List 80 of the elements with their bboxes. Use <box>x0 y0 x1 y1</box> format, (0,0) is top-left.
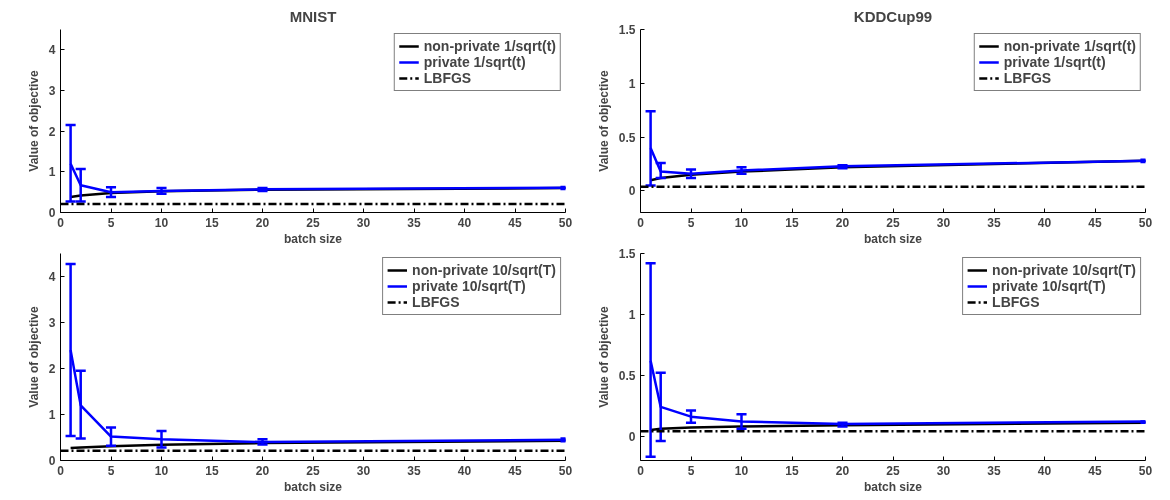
y-tick-label: 1 <box>48 408 56 422</box>
y-tick-label: 3 <box>48 84 56 98</box>
y-tick-label: 1 <box>628 307 636 322</box>
x-tick-label: 45 <box>1088 463 1102 478</box>
legend-label: LBFGS <box>992 294 1040 310</box>
y-tick-label: 0 <box>628 184 636 199</box>
y-tick-label: 0.5 <box>618 368 636 383</box>
x-tick-label: 50 <box>558 463 573 478</box>
legend-label: private 10/sqrt(T) <box>412 278 526 294</box>
y-tick-label: 2 <box>48 124 56 139</box>
x-tick-label: 35 <box>407 215 421 230</box>
chart-title: KDDCup99 <box>853 7 933 25</box>
x-tick-label: 40 <box>457 463 472 478</box>
x-tick-label: 10 <box>154 215 169 230</box>
x-tick-label: 30 <box>356 215 371 230</box>
y-tick-label: 1 <box>628 76 636 91</box>
y-tick-label: 1.5 <box>618 247 636 261</box>
x-tick-label: 20 <box>255 215 270 230</box>
y-tick-label: 1 <box>48 165 56 180</box>
y-axis-title: Value of objective <box>26 305 41 408</box>
x-axis-title: batch size <box>863 231 923 246</box>
y-tick-label: 3 <box>48 316 56 330</box>
x-tick-label: 15 <box>785 215 799 230</box>
y-tick-label: 4 <box>48 43 56 58</box>
y-axis-title: Value of objective <box>26 69 41 172</box>
x-axis-title: batch size <box>283 231 343 246</box>
legend-label: LBFGS <box>1003 70 1052 86</box>
x-tick-label: 15 <box>205 463 219 478</box>
legend-label: non-private 10/sqrt(T) <box>412 262 556 278</box>
x-tick-label: 30 <box>936 215 951 230</box>
x-axis-title: batch size <box>283 479 343 494</box>
x-tick-label: 40 <box>1037 215 1052 230</box>
x-tick-label: 40 <box>1037 463 1052 478</box>
y-tick-label: 0 <box>48 454 56 468</box>
x-tick-label: 10 <box>154 463 169 478</box>
legend-label: private 10/sqrt(T) <box>992 278 1106 294</box>
x-tick-label: 35 <box>987 463 1001 478</box>
x-tick-label: 45 <box>1088 215 1102 230</box>
y-tick-label: 0.5 <box>618 130 636 145</box>
y-axis-title: Value of objective <box>596 69 611 172</box>
y-tick-label: 0 <box>48 206 56 220</box>
x-tick-label: 25 <box>306 463 320 478</box>
x-tick-label: 15 <box>785 463 799 478</box>
legend-label: non-private 10/sqrt(T) <box>992 262 1136 278</box>
legend-label: private 1/sqrt(t) <box>1003 54 1106 70</box>
x-tick-label: 40 <box>457 215 472 230</box>
x-tick-label: 10 <box>734 463 749 478</box>
y-tick-label: 1.5 <box>618 23 636 37</box>
y-tick-label: 2 <box>48 362 56 376</box>
x-tick-label: 5 <box>687 463 695 478</box>
x-tick-label: 30 <box>936 463 951 478</box>
x-tick-label: 45 <box>508 463 522 478</box>
legend-label: non-private 1/sqrt(t) <box>423 38 556 54</box>
x-tick-label: 30 <box>356 463 371 478</box>
x-tick-label: 20 <box>255 463 270 478</box>
y-tick-label: 4 <box>48 270 56 284</box>
x-tick-label: 50 <box>1138 215 1153 230</box>
x-tick-label: 10 <box>734 215 749 230</box>
x-tick-label: 5 <box>687 215 695 230</box>
x-tick-label: 20 <box>835 215 850 230</box>
y-tick-label: 0 <box>628 429 636 444</box>
x-axis-title: batch size <box>863 479 923 494</box>
legend-label: LBFGS <box>412 294 460 310</box>
x-tick-label: 5 <box>107 215 115 230</box>
x-tick-label: 25 <box>306 215 320 230</box>
legend-label: private 1/sqrt(t) <box>423 54 526 70</box>
x-tick-label: 50 <box>1138 463 1153 478</box>
x-tick-label: 25 <box>886 215 900 230</box>
x-tick-label: 25 <box>886 463 900 478</box>
x-tick-label: 5 <box>107 463 115 478</box>
x-tick-label: 35 <box>407 463 421 478</box>
legend-label: non-private 1/sqrt(t) <box>1003 38 1136 54</box>
x-tick-label: 50 <box>558 215 573 230</box>
x-tick-label: 15 <box>205 215 219 230</box>
y-axis-title: Value of objective <box>596 305 611 408</box>
x-tick-label: 20 <box>835 463 850 478</box>
legend-label: LBFGS <box>423 70 472 86</box>
chart-title: MNIST <box>289 7 337 25</box>
x-tick-label: 45 <box>508 215 522 230</box>
x-tick-label: 35 <box>987 215 1001 230</box>
